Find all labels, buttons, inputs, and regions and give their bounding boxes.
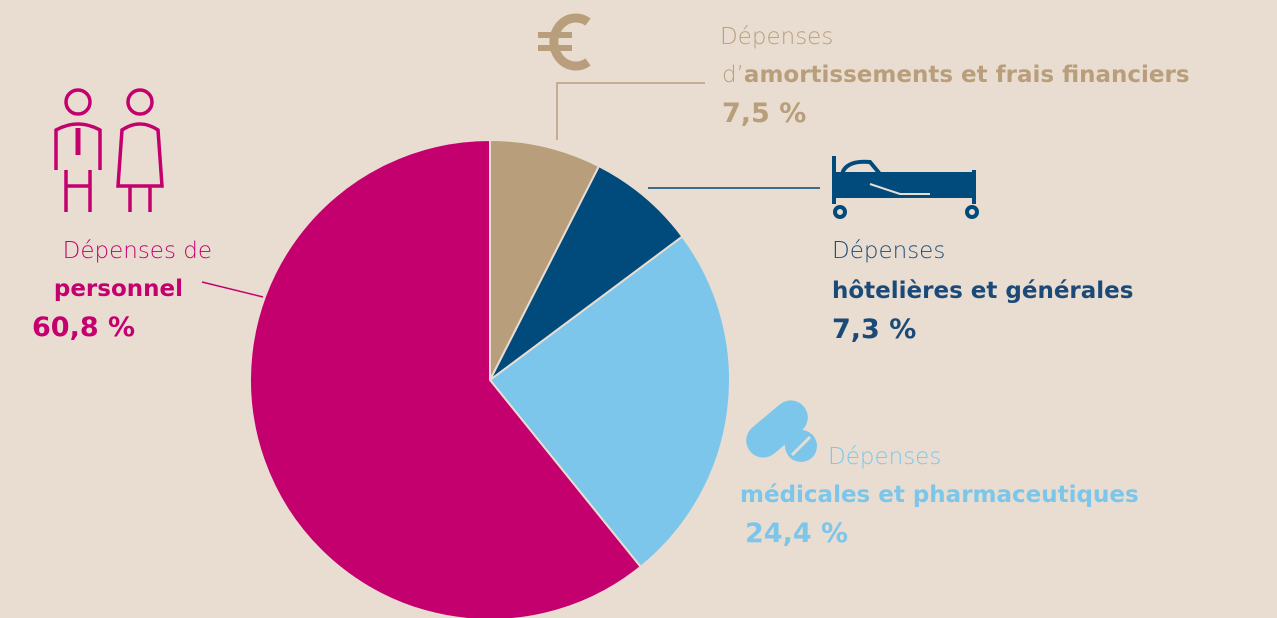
category-label: Dépenses	[832, 238, 945, 264]
category-label: Dépenses	[720, 24, 833, 50]
leader-line	[201, 281, 264, 298]
pie-slice	[489, 164, 684, 381]
value-label: 60,8 %	[32, 312, 135, 343]
people-icon	[54, 88, 164, 212]
category-label: personnel	[54, 276, 183, 302]
category-label: Dépenses	[828, 444, 941, 470]
pie-slice	[488, 235, 731, 569]
category-bold: personnel	[54, 276, 183, 302]
value-label: 24,4 %	[745, 518, 848, 549]
category-bold: hôtelières et générales	[832, 278, 1133, 304]
labels: Dépenses d’amortissements et frais financ…	[32, 24, 1190, 549]
category-label: Dépenses de	[63, 238, 212, 264]
pill-icon	[746, 400, 817, 462]
bed-icon	[832, 156, 979, 219]
pie	[249, 138, 731, 618]
category-bold: médicales et pharmaceutiques	[740, 482, 1139, 508]
category-label: hôtelières et générales	[832, 278, 1133, 304]
euro-icon	[538, 13, 591, 71]
category-label: d’amortissements et frais financiers	[722, 62, 1190, 88]
leader-line	[556, 82, 705, 140]
value-label: 7,5 %	[722, 98, 806, 129]
category-label: médicales et pharmaceutiques	[740, 482, 1139, 508]
pie-slice	[489, 138, 601, 381]
pie-slice	[249, 138, 643, 618]
category-bold: amortissements et frais financiers	[744, 62, 1190, 88]
category-prefix: d’	[722, 62, 744, 88]
value-label: 7,3 %	[832, 314, 916, 345]
